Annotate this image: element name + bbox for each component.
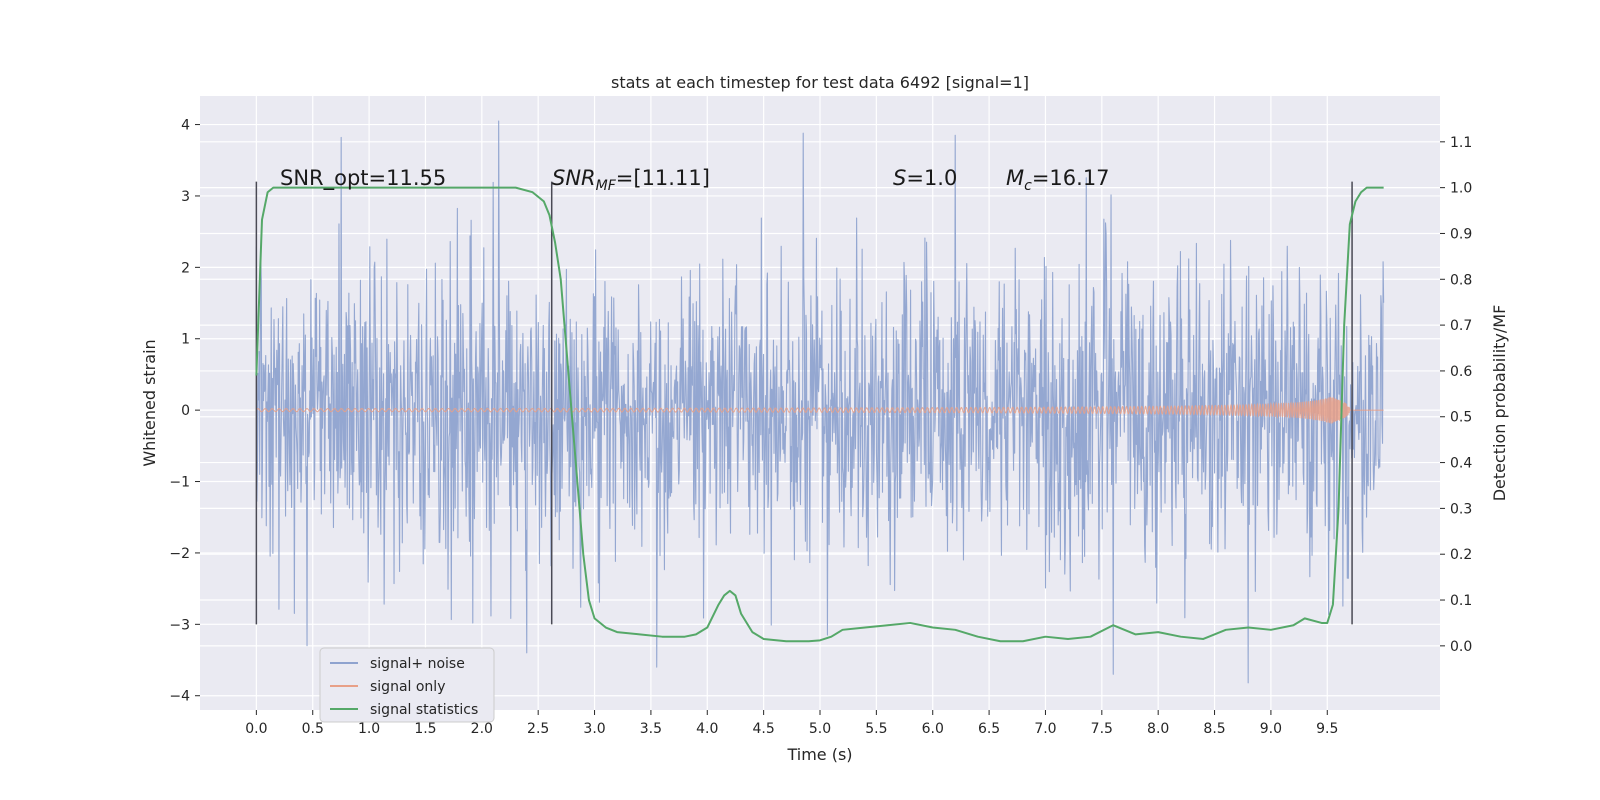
annotation-s-part-0: S [893, 166, 906, 190]
signal-statistics-series [255, 186, 1384, 643]
legend-box [319, 647, 495, 723]
y2-tick-label-5: 0.5 [1450, 410, 1472, 426]
y2-tick-label-10: 1.0 [1450, 181, 1472, 197]
signal-noise-line [255, 120, 1385, 684]
y2-tick-label-6: 0.6 [1450, 364, 1472, 380]
y-axis-label: Whitened strain [140, 339, 159, 466]
y2-tick-label-9: 0.9 [1450, 226, 1472, 242]
annotation-mc-part-2: =16.17 [1032, 166, 1110, 190]
x-tick-label-10: 5.0 [809, 721, 831, 737]
chart-title: stats at each timestep for test data 649… [611, 73, 1029, 92]
annotation-mc: Mc=16.17 [1006, 166, 1110, 194]
x-tick-label-9: 4.5 [753, 721, 775, 737]
y-tick-label-7: 3 [181, 189, 190, 205]
x-axis-label: Time (s) [786, 745, 852, 764]
signal-only-series [255, 396, 1384, 424]
x-tick-label-13: 6.5 [978, 721, 1000, 737]
annotation-mc-part-1: c [1024, 178, 1032, 194]
x-tick-label-11: 5.5 [865, 721, 887, 737]
y-tick-label-8: 4 [181, 118, 190, 134]
y2-tick-label-3: 0.3 [1450, 501, 1472, 517]
annotation-snr-opt-part-0: SNR_opt=11.55 [280, 166, 446, 191]
x-tick-label-16: 8.0 [1147, 721, 1169, 737]
y2-tick-label-0: 0.0 [1450, 639, 1472, 655]
legend-label-signal-noise: signal+ noise [370, 656, 465, 672]
y2-axis-label: Detection probability/MF [1490, 305, 1509, 502]
x-tick-label-6: 3.0 [583, 721, 605, 737]
x-tick-label-15: 7.5 [1091, 721, 1113, 737]
y-tick-label-3: −1 [169, 475, 190, 491]
y2-tick-label-11: 1.1 [1450, 135, 1472, 151]
x-tick-label-7: 3.5 [640, 721, 662, 737]
x-tick-label-3: 1.5 [414, 721, 436, 737]
annotation-snr-opt: SNR_opt=11.55 [280, 166, 446, 191]
x-tick-label-17: 8.5 [1203, 721, 1225, 737]
y-tick-label-5: 1 [181, 332, 190, 348]
x-tick-label-0: 0.0 [245, 721, 267, 737]
x-tick-label-8: 4.0 [696, 721, 718, 737]
annotation-s: S=1.0 [893, 166, 957, 190]
annotation-s-part-1: =1.0 [906, 166, 957, 190]
legend-label-signal-only: signal only [370, 679, 445, 695]
marker-lines [255, 181, 1353, 625]
x-tick-label-5: 2.5 [527, 721, 549, 737]
y2-tick-label-4: 0.4 [1450, 456, 1472, 472]
y2-tick-label-7: 0.7 [1450, 318, 1472, 334]
y-tick-label-2: −2 [169, 546, 190, 562]
signal-statistics-line [255, 186, 1384, 643]
x-tick-label-1: 0.5 [302, 721, 324, 737]
y-tick-label-1: −3 [169, 617, 190, 633]
signal-only-line [255, 396, 1384, 424]
y-tick-label-6: 2 [181, 260, 190, 276]
x-tick-label-14: 7.0 [1034, 721, 1056, 737]
annotations: SNR_opt=11.55 SNRMF=[11.11] S=1.0 Mc=16.17 [280, 166, 1110, 194]
signal-noise-series [255, 120, 1385, 684]
x-tick-label-2: 1.0 [358, 721, 380, 737]
y2-tick-label-8: 0.8 [1450, 272, 1472, 288]
y-tick-label-4: 0 [181, 403, 190, 419]
x-tick-label-4: 2.0 [471, 721, 493, 737]
annotation-snr-mf-part-2: =[11.11] [616, 166, 710, 190]
x-tick-label-19: 9.5 [1316, 721, 1338, 737]
y2-tick-label-2: 0.2 [1450, 547, 1472, 563]
annotation-snr-mf: SNRMF=[11.11] [552, 166, 710, 194]
tick-labels: 0.0 0.5 1.0 1.5 2.0 2.5 3.0 3.5 4.0 4.5 5.0 5.5 6.0 6… [169, 118, 1472, 737]
legend: signal+ noise signal only signal statist… [319, 647, 495, 723]
y-tick-label-0: −4 [169, 689, 190, 705]
annotation-snr-mf-part-1: MF [596, 178, 617, 194]
annotation-snr-mf-part-0: SNR [552, 166, 596, 190]
y2-tick-label-1: 0.1 [1450, 593, 1472, 609]
x-tick-label-12: 6.0 [922, 721, 944, 737]
legend-label-signal-statistics: signal statistics [370, 702, 478, 718]
annotation-mc-part-0: M [1006, 166, 1024, 190]
x-tick-label-18: 9.0 [1260, 721, 1282, 737]
